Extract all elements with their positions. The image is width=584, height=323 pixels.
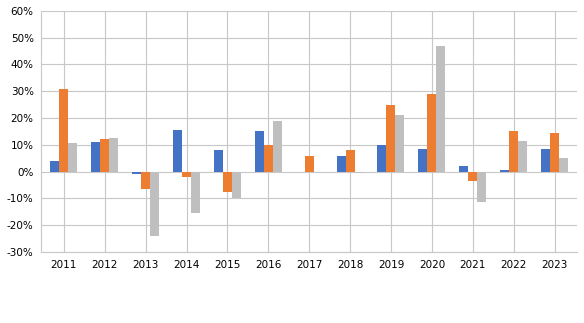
- Bar: [459, 166, 468, 172]
- Bar: [346, 150, 354, 172]
- Bar: [477, 172, 486, 203]
- Bar: [354, 172, 364, 173]
- Bar: [50, 161, 60, 172]
- Bar: [395, 115, 405, 172]
- Bar: [305, 156, 314, 172]
- Bar: [182, 172, 191, 177]
- Bar: [100, 140, 109, 172]
- Bar: [377, 145, 387, 172]
- Bar: [518, 141, 527, 172]
- Bar: [173, 130, 182, 172]
- Bar: [141, 172, 150, 189]
- Bar: [91, 142, 100, 172]
- Bar: [336, 156, 346, 172]
- Bar: [541, 149, 550, 172]
- Bar: [60, 89, 68, 172]
- Bar: [68, 143, 77, 172]
- Bar: [232, 172, 241, 198]
- Bar: [109, 138, 118, 172]
- Bar: [550, 133, 559, 172]
- Bar: [214, 150, 223, 172]
- Bar: [500, 170, 509, 172]
- Bar: [264, 145, 273, 172]
- Bar: [273, 121, 282, 172]
- Bar: [436, 46, 446, 172]
- Bar: [255, 131, 264, 172]
- Bar: [150, 172, 159, 236]
- Bar: [223, 172, 232, 192]
- Bar: [418, 149, 427, 172]
- Bar: [559, 158, 568, 172]
- Bar: [191, 172, 200, 213]
- Bar: [509, 131, 518, 172]
- Bar: [427, 94, 436, 172]
- Bar: [468, 172, 477, 181]
- Bar: [132, 172, 141, 174]
- Bar: [387, 105, 395, 172]
